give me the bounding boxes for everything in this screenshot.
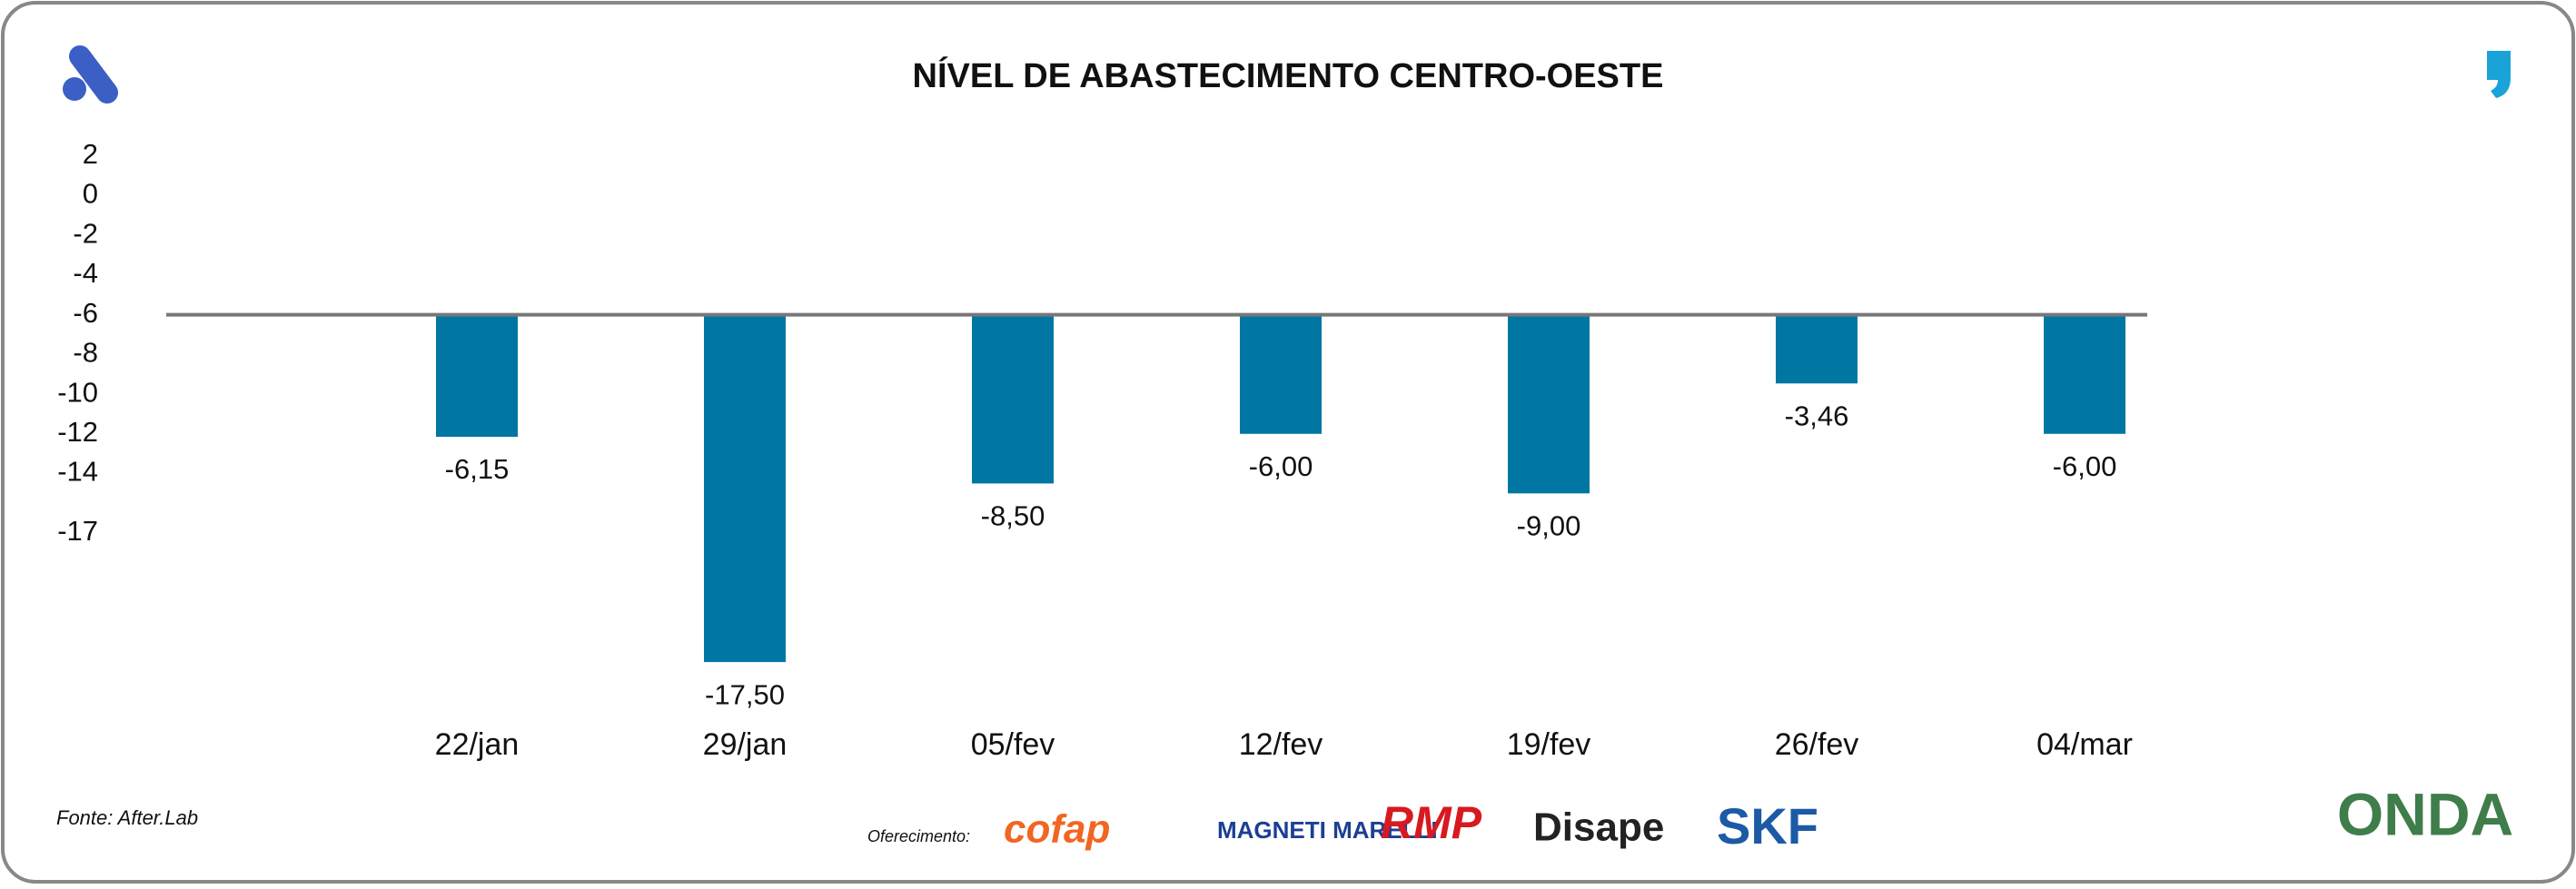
bar — [2044, 314, 2125, 434]
data-label: -6,00 — [2053, 450, 2117, 482]
sponsor-logo: cofap — [1004, 807, 1110, 852]
x-tick-label: 22/jan — [435, 727, 520, 762]
logo-right — [2487, 51, 2511, 98]
sponsor-label: Oferecimento: — [867, 827, 970, 845]
source: Fonte: After.Lab — [56, 806, 198, 829]
x-tick-label: 19/fev — [1507, 727, 1591, 762]
sponsor-logo: RMP — [1381, 797, 1482, 848]
bar — [972, 314, 1054, 484]
data-label: -8,50 — [981, 500, 1045, 532]
y-tick-label: -14 — [57, 456, 98, 488]
x-tick-label: 05/fev — [971, 727, 1055, 762]
y-tick-label: -4 — [73, 257, 98, 289]
logo-left — [63, 45, 118, 104]
data-label: -9,00 — [1517, 510, 1581, 542]
bar — [1240, 314, 1322, 434]
y-tick-label: -12 — [57, 416, 98, 448]
data-label: -6,00 — [1249, 450, 1313, 482]
y-tick-label: -8 — [73, 337, 98, 369]
brand-logo: ONDA — [2337, 780, 2513, 847]
data-label: -6,15 — [445, 453, 510, 485]
bar — [1776, 314, 1858, 384]
x-tick-label: 29/jan — [703, 727, 788, 762]
y-tick-label: -10 — [57, 376, 98, 408]
y-tick-label: 0 — [83, 178, 98, 210]
y-tick-label: -2 — [73, 217, 98, 249]
chart-title: NÍVEL DE ABASTECIMENTO CENTRO-OESTE — [913, 55, 1664, 95]
x-tick-label: 26/fev — [1775, 727, 1859, 762]
x-tick-label: 04/mar — [2036, 727, 2133, 762]
y-tick-label: 2 — [83, 138, 98, 170]
y-tick-label: -6 — [73, 297, 98, 329]
bar — [1508, 314, 1590, 494]
x-tick-label: 12/fev — [1239, 727, 1323, 762]
sponsor-logo: SKF — [1717, 797, 1818, 854]
data-label: -3,46 — [1785, 400, 1849, 431]
bar — [704, 314, 786, 663]
sponsor-logo: Disape — [1533, 805, 1664, 850]
sponsor-logo: MAGNETI MARELLI — [1217, 816, 1438, 844]
y-tick-label: -17 — [57, 515, 98, 547]
bar — [436, 314, 518, 438]
data-label: -17,50 — [705, 678, 785, 710]
